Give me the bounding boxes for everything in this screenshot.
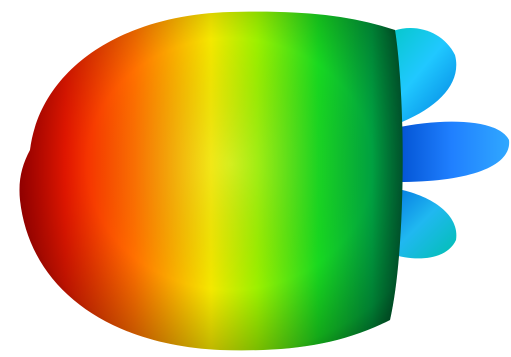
lobe-bottom <box>386 188 457 259</box>
main-lobe-shading <box>19 11 403 351</box>
lobe-middle <box>395 121 510 182</box>
